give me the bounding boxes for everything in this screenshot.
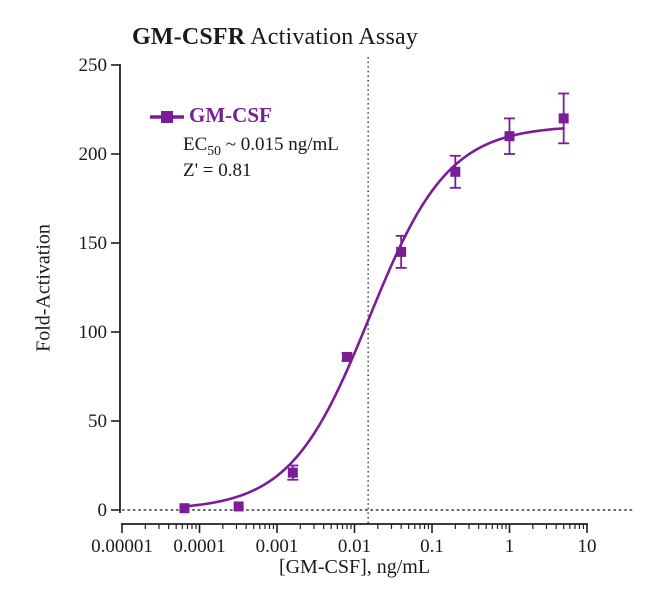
ec50-annotation: EC50 ~ 0.015 ng/mL [183,134,339,159]
y-tick-label: 150 [79,233,108,254]
ec50-subscript: 50 [207,142,221,158]
x-tick-label: 0.1 [420,536,444,557]
data-point-marker [233,501,244,512]
y-tick-label: 250 [79,55,108,76]
x-tick-label: 0.0001 [173,536,225,557]
data-point-marker [450,166,461,177]
y-axis-title: Fold-Activation [32,224,55,352]
ec50-value: ~ 0.015 ng/mL [220,134,339,155]
y-tick-label: 200 [79,144,108,165]
data-point-marker [558,113,569,124]
chart-title-regular: Activation Assay [245,24,419,50]
chart-title: GM-CSFR Activation Assay [60,24,490,51]
y-tick-label: 50 [88,411,107,432]
data-point-marker [179,503,190,514]
x-axis-title: [GM-CSF], ng/mL [278,556,431,578]
data-point-marker [396,246,407,257]
fit-curve [183,127,565,508]
x-tick-label: 0.00001 [91,536,153,557]
x-tick-label: 1 [505,536,515,557]
chart-title-bold: GM-CSFR [131,24,246,50]
data-point-marker [341,351,352,362]
x-tick-label: 10 [578,536,597,557]
legend-series-label: GM-CSF [189,103,272,127]
z-prime-annotation: Z' = 0.81 [183,160,252,181]
data-point-marker [504,131,515,142]
x-tick-label: 0.01 [338,536,371,557]
y-tick-label: 0 [98,500,108,521]
ec50-base: EC [183,134,208,155]
y-tick-label: 100 [79,322,108,343]
x-tick-label: 0.001 [256,536,299,557]
legend-marker-square [161,111,173,123]
data-point-marker [287,467,298,478]
